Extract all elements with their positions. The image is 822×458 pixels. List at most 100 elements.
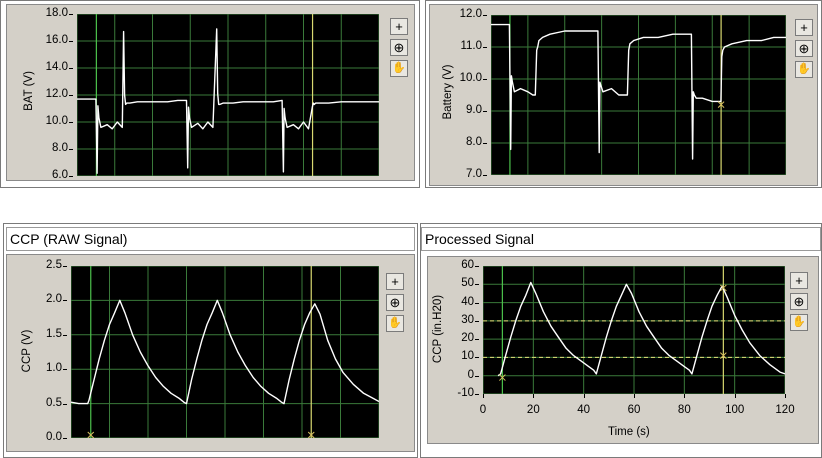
processed-y-axis-label: CCP (in.H20) — [432, 294, 444, 364]
processed-x-tick-mark — [634, 394, 635, 398]
ccp-y-tick-mark — [63, 403, 67, 405]
battery-y-tick-mark — [483, 15, 487, 16]
bat-y-tick-mark — [69, 149, 73, 150]
bat-y-tick-label: 16.0 — [45, 34, 68, 46]
ccp-chart-svg — [71, 266, 379, 438]
bat-y-tick-mark — [69, 14, 73, 15]
battery-y-tick-label: 9.0 — [466, 104, 482, 116]
processed-x-tick-label: 120 — [775, 404, 795, 416]
ccp-y-tick-label: 1.5 — [46, 327, 62, 340]
processed-x-tick-mark — [533, 394, 535, 398]
battery-cursor-marker-stroke — [717, 101, 725, 108]
ccp-y-tick-label: 2.0 — [46, 293, 62, 306]
battery-y-tick-mark — [483, 79, 487, 80]
processed-cursor-tool-icon[interactable]: + — [790, 272, 808, 289]
processed-pan-tool-icon[interactable]: ✋ — [790, 314, 808, 331]
bat-y-tick-label: 8.0 — [52, 142, 68, 154]
bat-y-tick-label: 14.0 — [45, 61, 68, 73]
processed-y-tick-mark — [475, 375, 479, 377]
processed-cursor-marker-stroke — [719, 352, 727, 359]
ccp-y-tick-mark — [63, 300, 67, 302]
battery-y-tick-label: 8.0 — [466, 136, 482, 148]
battery-y-tick-mark — [483, 175, 487, 176]
ccp-y-axis-label: CCP (V) — [21, 329, 33, 373]
battery-y-tick-mark — [483, 111, 487, 112]
processed-cursor-marker-stroke — [499, 374, 506, 381]
processed-series-line — [497, 281, 785, 377]
bat-series-line — [77, 28, 379, 175]
bat-y-tick-label: 12.0 — [45, 88, 68, 100]
processed-cursor-marker — [499, 374, 506, 381]
battery-plot-area[interactable] — [491, 15, 786, 175]
processed-x-tick-label: 80 — [677, 404, 691, 416]
bat-pan-tool-icon[interactable]: ✋ — [390, 60, 408, 77]
processed-y-tick-label: 10 — [461, 350, 474, 363]
ccp-y-tick-mark — [63, 438, 67, 439]
processed-y-tick-label: 0 — [467, 368, 474, 381]
bat-y-tick-mark — [69, 176, 73, 177]
bat-y-tick-label: 6.0 — [52, 169, 68, 181]
ccp-y-tick-mark — [63, 334, 67, 336]
processed-cursor-marker-stroke — [719, 284, 727, 292]
battery-cursor-marker — [717, 101, 725, 108]
processed-x-tick-label: 100 — [725, 404, 745, 416]
processed-x-tick-mark — [734, 394, 736, 398]
processed-x-tick-mark — [785, 394, 786, 398]
ccp-pan-tool-icon[interactable]: ✋ — [386, 315, 404, 332]
processed-x-tick-mark — [583, 394, 585, 398]
processed-x-tick-mark — [684, 394, 686, 398]
processed-cursor-marker — [719, 352, 727, 359]
processed-plot-area[interactable] — [483, 266, 785, 394]
battery-y-tick-mark — [483, 47, 487, 48]
processed-y-tick-label: 40 — [461, 295, 474, 308]
ccp-cursor-marker — [307, 431, 315, 438]
processed-title-box — [421, 227, 821, 251]
bat-plot-area[interactable] — [77, 14, 379, 176]
ccp-cursor-marker — [87, 431, 95, 438]
bat-y-tick-mark — [69, 68, 73, 69]
battery-y-tick-mark — [483, 143, 487, 144]
ccp-cursor-tool-icon[interactable]: + — [386, 273, 404, 290]
processed-y-tick-mark — [475, 339, 479, 341]
processed-cursor-marker — [719, 284, 727, 292]
battery-y-tick-label: 11.0 — [460, 40, 482, 52]
processed-chart-title: Processed Signal — [425, 231, 534, 247]
ccp-y-tick-label: 0.0 — [46, 431, 62, 443]
processed-y-tick-mark — [475, 394, 479, 395]
processed-y-tick-label: 30 — [461, 313, 474, 326]
ccp-y-tick-mark — [63, 369, 67, 371]
ccp-y-tick-label: 0.5 — [46, 396, 62, 409]
processed-y-tick-mark — [475, 266, 479, 267]
battery-cursor-tool-icon[interactable]: + — [795, 19, 813, 36]
ccp-series-line — [71, 299, 379, 405]
processed-zoom-tool-icon[interactable]: ⊕ — [790, 293, 808, 310]
bat-y-tick-mark — [69, 41, 73, 42]
processed-chart-svg — [483, 266, 785, 394]
ccp-cursor-marker-stroke — [307, 431, 315, 438]
battery-y-axis-label: Battery (V) — [442, 64, 454, 120]
battery-pan-tool-icon[interactable]: ✋ — [795, 61, 813, 78]
ccp-y-tick-label: 1.0 — [46, 362, 62, 375]
processed-x-tick-label: 0 — [479, 404, 487, 416]
processed-x-tick-label: 20 — [526, 404, 540, 416]
battery-zoom-tool-icon[interactable]: ⊕ — [795, 40, 813, 57]
bat-y-tick-mark — [69, 95, 73, 96]
bat-zoom-tool-icon[interactable]: ⊕ — [390, 39, 408, 56]
battery-series-line — [491, 23, 786, 160]
ccp-title-box — [6, 227, 415, 251]
processed-y-tick-label: 50 — [461, 277, 474, 290]
processed-y-tick-label: 60 — [461, 259, 474, 271]
processed-x-axis-label: Time (s) — [608, 426, 650, 438]
processed-x-tick-label: 60 — [627, 404, 641, 416]
processed-x-tick-mark — [483, 394, 484, 398]
ccp-plot-area[interactable] — [71, 266, 379, 438]
ccp-y-tick-mark — [63, 266, 67, 267]
processed-y-tick-label: -10 — [457, 387, 474, 399]
processed-y-tick-mark — [475, 357, 479, 359]
bat-chart-svg — [77, 14, 379, 176]
bat-y-tick-label: 10.0 — [45, 115, 68, 127]
ccp-zoom-tool-icon[interactable]: ⊕ — [386, 294, 404, 311]
processed-y-tick-mark — [475, 320, 479, 322]
bat-cursor-tool-icon[interactable]: + — [390, 18, 408, 35]
bat-y-tick-mark — [69, 122, 73, 123]
